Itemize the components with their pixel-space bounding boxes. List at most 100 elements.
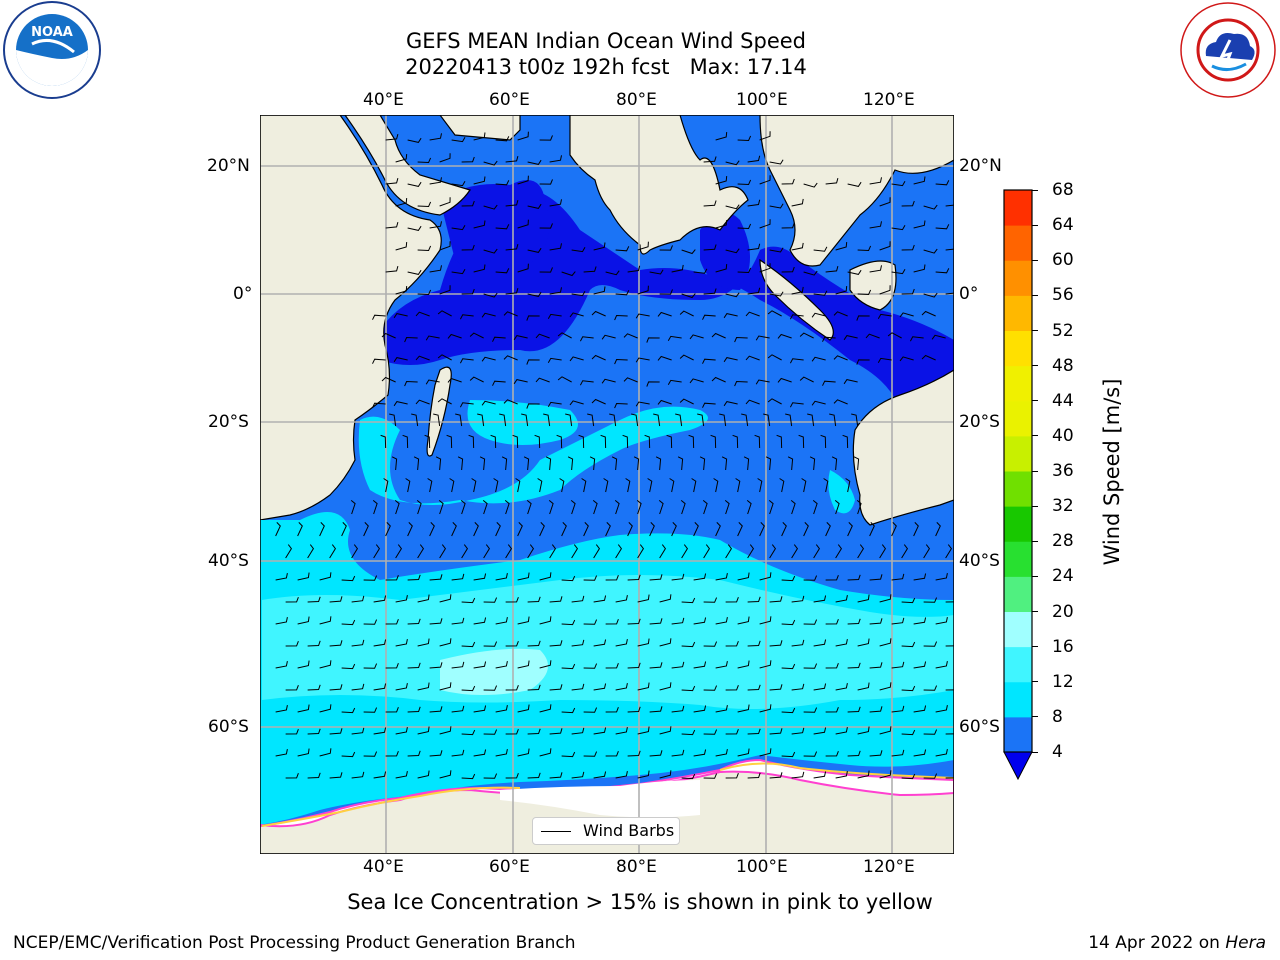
wind-barb (923, 641, 938, 647)
wind-barb (869, 265, 882, 273)
colorbar-tick-label: 40 (1052, 425, 1074, 446)
wind-barb (285, 544, 293, 559)
colorbar-segment (1004, 681, 1032, 718)
wind-barb (549, 155, 562, 163)
wind-barb (415, 355, 430, 361)
wind-barb (593, 639, 607, 647)
wind-barb (649, 522, 655, 537)
wind-barb (517, 748, 530, 757)
wind-barb (460, 500, 466, 515)
footer-right: 14 Apr 2022 on Hera (1088, 933, 1266, 953)
wind-barb (549, 684, 563, 691)
wind-barb (857, 544, 865, 559)
wind-barb (759, 704, 772, 713)
wind-barb (688, 434, 695, 449)
wind-barb (517, 219, 529, 229)
wind-barb (425, 379, 440, 385)
wind-barb (505, 685, 519, 691)
colorbar-segment (1004, 225, 1032, 261)
wind-barb (275, 705, 288, 713)
wind-barb (513, 335, 528, 341)
wind-barb (569, 356, 584, 362)
wind-barb (319, 748, 332, 757)
wind-barb (615, 544, 623, 559)
wind-barb (923, 544, 931, 559)
footer-left: NCEP/EMC/Verification Post Processing Pr… (13, 933, 576, 953)
wind-barb (835, 595, 848, 603)
wind-barb (781, 522, 787, 537)
wind-barb (351, 727, 365, 735)
wind-barb (503, 355, 518, 361)
wind-barb (285, 641, 299, 647)
wind-barb (658, 500, 664, 515)
wind-barb (693, 573, 707, 581)
wind-barb (723, 357, 738, 363)
wind-barb (372, 402, 386, 408)
colorbar-segment (1004, 611, 1032, 648)
wind-barb (461, 544, 469, 559)
wind-barb (835, 544, 843, 559)
top-lon-label: 100°E (736, 90, 788, 110)
wind-barb (813, 544, 821, 559)
wind-barb (341, 707, 356, 714)
wind-barb (822, 336, 836, 342)
wind-barb (812, 500, 818, 515)
wind-barb (820, 434, 827, 449)
wind-barb (395, 683, 408, 691)
wind-barb (825, 522, 831, 537)
wind-barb (351, 544, 359, 559)
wind-barb (483, 544, 491, 559)
wind-barb (447, 377, 462, 383)
wind-barb (275, 617, 288, 625)
wind-barb (505, 287, 519, 295)
wind-barb (615, 290, 630, 296)
wind-barb (734, 336, 748, 343)
noaa-logo-text: NOAA (31, 25, 73, 40)
wind-barb (307, 772, 321, 779)
wind-barb (703, 773, 718, 779)
wind-barb (363, 707, 378, 713)
bottom-lon-label: 60°E (489, 857, 530, 877)
wind-barb (737, 616, 750, 625)
wind-barb (593, 286, 606, 295)
left-lat-label: 60°S (208, 717, 249, 737)
wind-barb (798, 434, 805, 449)
wind-barb (743, 456, 750, 471)
wind-barb (703, 200, 717, 207)
wind-barb (789, 314, 804, 320)
right-lat-label: 20°S (959, 412, 1000, 432)
wind-barb (825, 751, 839, 757)
wind-barb (667, 335, 682, 341)
wind-barb (571, 291, 586, 297)
wind-barb (901, 544, 909, 559)
wind-barb (879, 544, 887, 559)
wind-barb (935, 522, 941, 537)
wind-barb (935, 661, 948, 669)
wind-barb (913, 661, 927, 669)
wind-barb (473, 176, 486, 185)
wind-barb (615, 595, 628, 603)
wind-barb (711, 376, 726, 383)
wind-barb (559, 478, 565, 493)
wind-barb (297, 572, 310, 581)
wind-barb (547, 313, 562, 319)
wind-barb (635, 357, 650, 363)
wind-barb (891, 181, 906, 187)
wind-barb (469, 376, 484, 383)
wind-barb (415, 311, 430, 317)
wind-barb (275, 522, 281, 537)
wind-barb (923, 729, 938, 735)
wind-barb (350, 500, 356, 515)
wind-barb (681, 729, 696, 736)
wind-barb (725, 641, 739, 647)
wind-barb (747, 199, 761, 207)
wind-barb (439, 770, 452, 779)
wind-barb (557, 376, 572, 383)
colorbar-tick-mark (1032, 575, 1038, 577)
wind-barb (589, 456, 596, 471)
wind-barb (935, 180, 950, 186)
wind-barb (429, 177, 442, 185)
wind-barb (404, 336, 418, 343)
wind-barb (745, 355, 760, 361)
wind-barb (417, 544, 425, 559)
